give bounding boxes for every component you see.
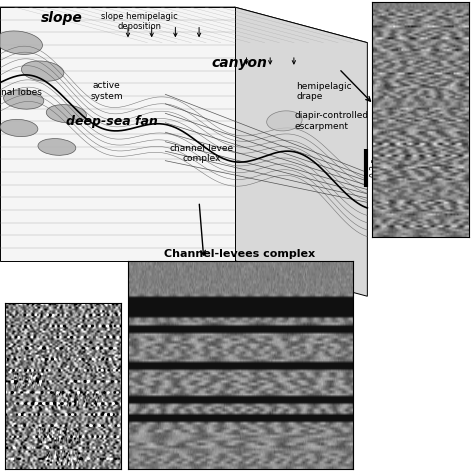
- Text: diapir-controlled
escarpment: diapir-controlled escarpment: [295, 111, 369, 130]
- Text: canyon: canyon: [211, 55, 267, 70]
- Text: slope hemipelagic
deposition: slope hemipelagic deposition: [101, 12, 178, 31]
- Ellipse shape: [38, 138, 76, 155]
- Text: slope: slope: [41, 11, 82, 25]
- Text: Channel-levees complex: Channel-levees complex: [164, 248, 315, 259]
- Text: hemipelagic
drape: hemipelagic drape: [296, 82, 352, 101]
- Polygon shape: [0, 7, 235, 261]
- Ellipse shape: [0, 119, 38, 137]
- Text: deep-sea fan: deep-sea fan: [65, 115, 157, 128]
- Text: 0.2 s: 0.2 s: [370, 159, 379, 177]
- Text: 0.1 s: 0.1 s: [112, 407, 121, 425]
- Text: slope hemip: slope hemip: [373, 10, 433, 20]
- Ellipse shape: [267, 111, 302, 131]
- Text: nal lobes: nal lobes: [1, 88, 42, 97]
- Text: 5 km: 5 km: [44, 458, 70, 468]
- Polygon shape: [0, 7, 367, 43]
- Ellipse shape: [4, 90, 44, 109]
- Text: channel-levee
complex: channel-levee complex: [169, 144, 234, 163]
- Ellipse shape: [46, 105, 86, 123]
- Ellipse shape: [21, 61, 64, 81]
- Text: active
system: active system: [91, 82, 123, 100]
- Polygon shape: [235, 7, 367, 296]
- Ellipse shape: [0, 31, 43, 55]
